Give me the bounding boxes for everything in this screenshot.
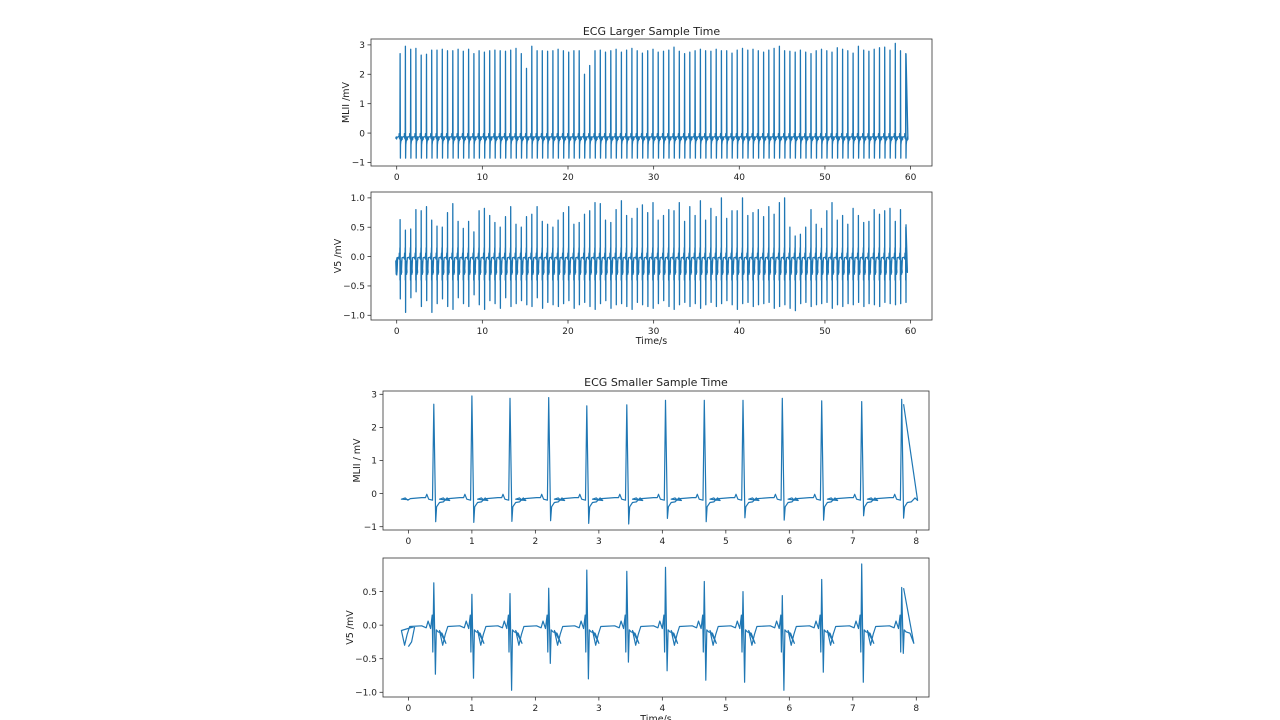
x-tick-label: 5 [723, 537, 729, 547]
x-tick-label: 2 [533, 704, 539, 714]
ecg-trace-line [395, 197, 909, 314]
x-tick-label: 0 [394, 173, 400, 183]
x-tick-label: 3 [596, 704, 602, 714]
y-tick-label: −1.0 [343, 312, 365, 322]
ecg-trace-line [395, 42, 909, 159]
ecg-trace-line [400, 395, 919, 525]
x-tick-label: 40 [734, 327, 746, 337]
y-tick-label: −0.5 [343, 282, 365, 292]
y-tick-label: 1 [371, 457, 377, 467]
subplot-4: 0 1 2 3 4 5 6 7 8 −1.0 −0.5 0.0 0.5 V5 /mV Time/s [345, 557, 930, 720]
x-tick-label: 8 [913, 704, 919, 714]
x-tick-label: 2 [533, 537, 539, 547]
x-axis-label: Time/s [639, 714, 671, 720]
y-tick-label: −0.5 [355, 655, 377, 665]
x-tick-label: 5 [723, 704, 729, 714]
subplot-2: 0 10 20 30 40 50 60 −1.0 −0.5 0.0 0.5 1.0 V5 /mV Time… [333, 191, 933, 347]
y-tick-label: 0.5 [363, 588, 377, 598]
y-tick-label: 0 [359, 129, 365, 139]
x-tick-label: 60 [905, 327, 917, 337]
axes-frame [382, 390, 930, 531]
y-axis-label: V5 /mV [345, 610, 356, 645]
subplot-1: ECG Larger Sample Time 0 10 20 30 40 50 60 −1 0 1 2… [341, 25, 933, 183]
y-tick-label: 0.5 [351, 223, 365, 233]
x-tick-label: 40 [734, 173, 746, 183]
x-tick-label: 50 [819, 327, 831, 337]
x-tick-label: 1 [469, 537, 475, 547]
y-tick-label: −1 [352, 159, 365, 169]
x-tick-label: 10 [477, 173, 489, 183]
x-tick-label: 0 [406, 704, 412, 714]
x-axis-label: Time/s [635, 336, 667, 347]
x-tick-label: 3 [596, 537, 602, 547]
x-tick-label: 8 [913, 537, 919, 547]
x-tick-label: 6 [786, 704, 792, 714]
axes-frame [370, 191, 933, 321]
x-tick-label: 4 [659, 537, 665, 547]
y-tick-label: 3 [371, 391, 377, 401]
subplot-3: ECG Smaller Sample Time 0 1 2 3 4 5 6 7 8 −1 0 1 2 3 ML… [352, 376, 930, 547]
axes-frame [382, 557, 930, 698]
y-tick-label: 1.0 [351, 194, 366, 204]
y-axis-label: MLII / mV [352, 438, 363, 483]
y-tick-label: 2 [371, 424, 377, 434]
y-tick-label: 0 [371, 490, 377, 500]
x-tick-label: 1 [469, 704, 475, 714]
y-tick-label: 0.0 [351, 253, 366, 263]
x-tick-label: 30 [648, 173, 660, 183]
y-tick-label: 1 [359, 100, 365, 110]
y-tick-label: 3 [359, 41, 365, 51]
x-tick-label: 4 [659, 704, 665, 714]
chart-title: ECG Larger Sample Time [583, 25, 721, 38]
y-axis-label: MLII /mV [341, 81, 352, 123]
x-tick-label: 7 [850, 537, 856, 547]
x-tick-label: 0 [406, 537, 412, 547]
x-tick-label: 60 [905, 173, 917, 183]
x-tick-label: 7 [850, 704, 856, 714]
axes-frame [370, 38, 933, 167]
y-tick-label: 2 [359, 70, 365, 80]
y-tick-label: −1 [364, 523, 377, 533]
chart-title: ECG Smaller Sample Time [584, 376, 728, 389]
y-axis-label: V5 /mV [333, 238, 344, 273]
y-tick-label: −1.0 [355, 688, 377, 698]
x-tick-label: 10 [477, 327, 489, 337]
ecg-trace-line [400, 563, 915, 691]
y-tick-label: 0.0 [363, 621, 378, 631]
x-tick-label: 20 [562, 173, 574, 183]
x-tick-label: 50 [819, 173, 831, 183]
x-tick-label: 0 [394, 327, 400, 337]
x-tick-label: 20 [562, 327, 574, 337]
x-tick-label: 30 [648, 327, 660, 337]
x-tick-label: 6 [786, 537, 792, 547]
